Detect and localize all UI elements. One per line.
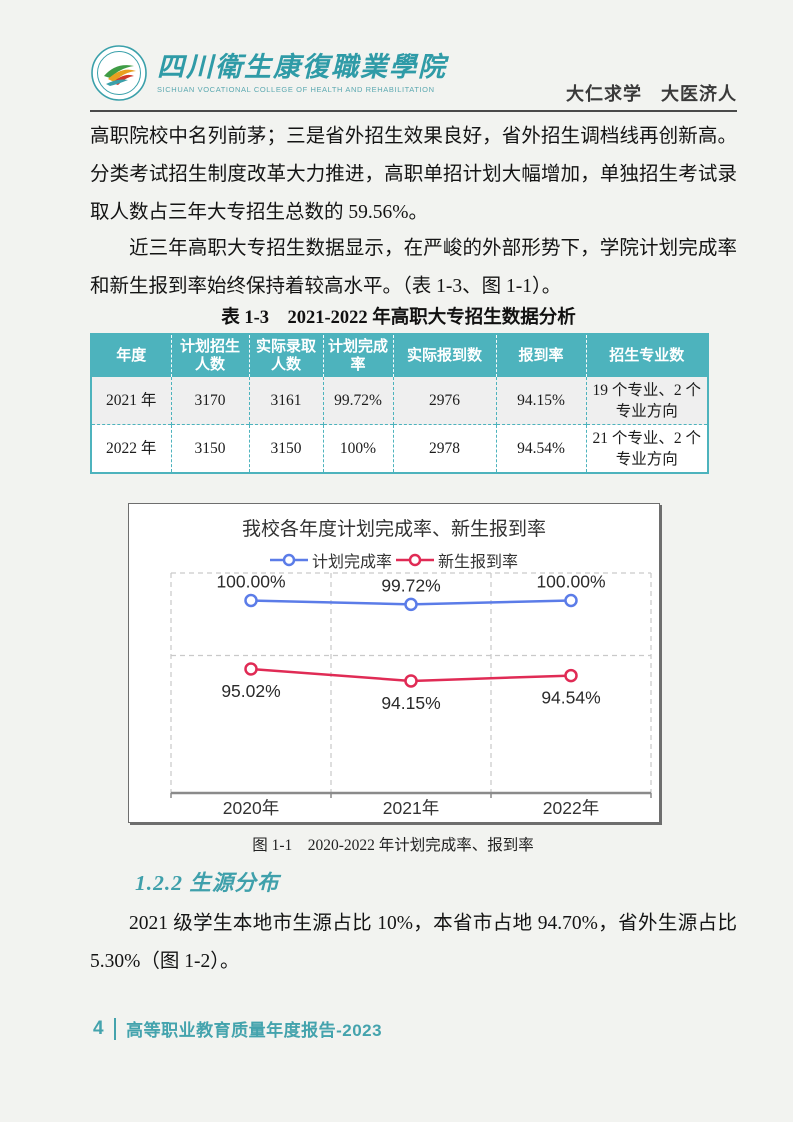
figure-caption: 图 1-1 2020-2022 年计划完成率、报到率 xyxy=(252,837,534,854)
legend-marker-icon xyxy=(269,553,308,567)
cell-reported: 2978 xyxy=(393,424,497,473)
data-point xyxy=(404,597,418,612)
header-divider xyxy=(90,110,737,112)
line-chart-svg: 100.00% 99.72% 100.00% 95.02% 94.15% 94.54% 20… xyxy=(170,572,652,818)
header-motto: 大仁求学 大医济人 xyxy=(566,84,737,104)
college-logo-icon xyxy=(91,45,147,101)
chart-title: 我校各年度计划完成率、新生报到率 xyxy=(241,519,546,540)
cell-report-rate: 94.54% xyxy=(496,424,587,473)
cell-year: 2022 年 xyxy=(91,424,172,473)
data-point xyxy=(244,662,258,676)
college-name-block: 四川衛生康復職業學院 SICHUAN VOCATIONAL COLLEGE OF… xyxy=(157,52,447,94)
footer-divider-bar xyxy=(113,1017,117,1040)
cell-completion: 100% xyxy=(323,424,394,473)
data-point xyxy=(244,593,258,608)
data-label: 94.54% xyxy=(541,688,600,708)
x-axis-label: 2021年 xyxy=(383,798,439,818)
legend-marker-icon xyxy=(396,553,434,567)
page-header: 四川衛生康復職業學院 SICHUAN VOCATIONAL COLLEGE OF… xyxy=(90,44,737,110)
data-label: 100.00% xyxy=(216,572,285,592)
data-point xyxy=(564,593,578,608)
table-row: 2022 年 3150 3150 100% 2978 94.54% 21 个专业… xyxy=(91,424,708,473)
col-header-year: 年度 xyxy=(91,334,172,377)
page-footer: 4 高等职业教育质量年度报告-2023 xyxy=(93,1016,382,1041)
paragraph-3: 2021 级学生本地市生源占比 10%，本省市占地 94.70%，省外生源占比 … xyxy=(90,913,737,972)
data-point xyxy=(564,668,578,683)
paragraph-1: 高职院校中名列前茅；三是省外招生效果良好，省外招生调档线再创新高。分类考试招生制… xyxy=(90,126,737,223)
table-title: 表 1-3 2021-2022 年高职大专招生数据分析 xyxy=(221,308,576,328)
college-name: 四川衛生康復職業學院 xyxy=(157,52,447,82)
legend-item-0: 计划完成率 xyxy=(269,548,392,572)
col-header-reported: 实际报到数 xyxy=(393,334,497,377)
legend-label: 计划完成率 xyxy=(311,554,392,571)
cell-planned: 3150 xyxy=(171,424,250,473)
chart-legend: 计划完成率 新生报到率 xyxy=(129,548,659,572)
section-heading-1-2-2: 1.2.2 生源分布 xyxy=(135,871,280,895)
cell-reported: 2976 xyxy=(393,377,497,425)
admissions-data-table: 年度 计划招生人数 实际录取人数 计划完成率 实际报到数 报到率 招生专业数 2… xyxy=(90,333,709,474)
x-axis-label: 2020年 xyxy=(223,798,279,818)
page-number: 4 xyxy=(93,1017,104,1039)
legend-label: 新生报到率 xyxy=(438,554,519,571)
data-label: 94.15% xyxy=(381,693,440,713)
college-name-en: SICHUAN VOCATIONAL COLLEGE OF HEALTH AND… xyxy=(157,85,435,94)
chart-card: 我校各年度计划完成率、新生报到率 计划完成率 新生报到率 100.00% 99.72… xyxy=(128,503,660,823)
col-header-majors: 招生专业数 xyxy=(586,334,708,377)
data-label: 100.00% xyxy=(536,572,605,592)
table-header-row: 年度 计划招生人数 实际录取人数 计划完成率 实际报到数 报到率 招生专业数 xyxy=(91,334,708,377)
cell-report-rate: 94.15% xyxy=(496,377,587,425)
col-header-report-rate: 报到率 xyxy=(496,334,587,377)
cell-majors: 21 个专业、2 个专业方向 xyxy=(586,424,708,473)
col-header-planned: 计划招生人数 xyxy=(171,334,250,377)
cell-enrolled: 3161 xyxy=(249,377,324,425)
data-label: 95.02% xyxy=(221,681,280,701)
cell-majors: 19 个专业、2 个专业方向 xyxy=(592,381,701,420)
table-row: 2021 年 3170 3161 99.72% 2976 94.15% 19 个… xyxy=(91,377,708,425)
cell-year: 2021 年 xyxy=(91,377,172,425)
cell-completion: 99.72% xyxy=(323,377,394,425)
cell-enrolled: 3150 xyxy=(249,424,324,473)
col-header-completion: 计划完成率 xyxy=(323,334,394,377)
data-label: 99.72% xyxy=(381,575,440,595)
college-logo-block: 四川衛生康復職業學院 SICHUAN VOCATIONAL COLLEGE OF… xyxy=(90,44,737,102)
footer-report-title: 高等职业教育质量年度报告-2023 xyxy=(126,1021,383,1040)
legend-item-1: 新生报到率 xyxy=(396,548,518,572)
x-axis-label: 2022年 xyxy=(543,798,599,818)
cell-planned: 3170 xyxy=(171,377,250,425)
paragraph-2: 近三年高职大专招生数据显示，在严峻的外部形势下，学院计划完成率和新生报到率始终保… xyxy=(90,238,737,297)
col-header-enrolled: 实际录取人数 xyxy=(249,334,324,377)
data-point xyxy=(404,674,418,688)
